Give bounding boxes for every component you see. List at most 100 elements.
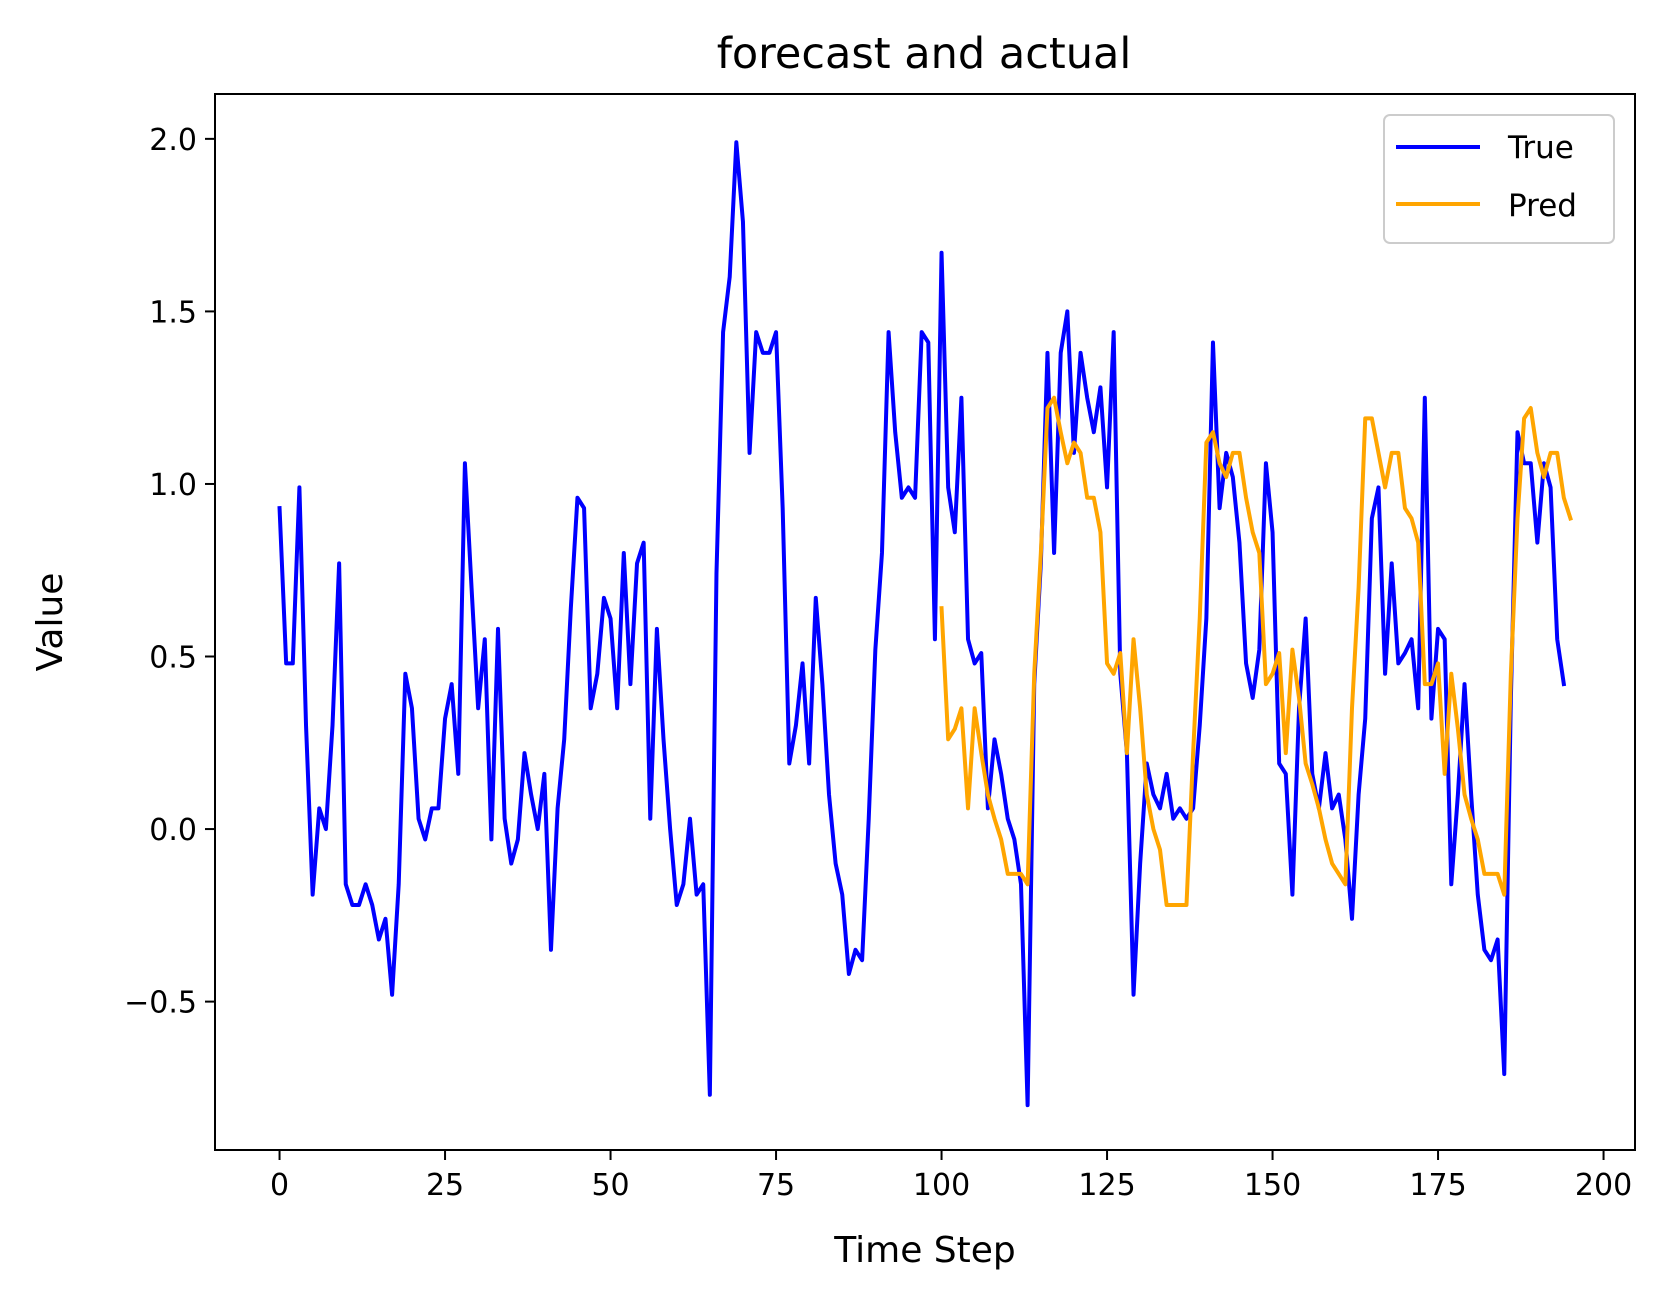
data-point-true: [1184, 817, 1188, 821]
data-point-pred: [1085, 496, 1089, 500]
data-point-true: [655, 627, 659, 631]
data-point-pred: [1463, 793, 1467, 797]
data-point-pred: [1284, 751, 1288, 755]
data-point-pred: [1429, 682, 1433, 686]
data-point-pred: [1456, 727, 1460, 731]
data-point-true: [1562, 682, 1566, 686]
data-point-true: [688, 817, 692, 821]
data-point-pred: [1264, 682, 1268, 686]
data-point-pred: [1191, 751, 1195, 755]
data-point-pred: [1376, 451, 1380, 455]
data-point-true: [648, 817, 652, 821]
data-point-pred: [1006, 872, 1010, 876]
legend: True Pred: [1383, 114, 1615, 244]
data-point-true: [1324, 751, 1328, 755]
data-point-pred: [1251, 530, 1255, 534]
x-tick-label: 100: [913, 1168, 970, 1203]
data-point-true: [522, 751, 526, 755]
data-point-pred: [1568, 516, 1572, 520]
data-point-true: [953, 530, 957, 534]
data-point-true: [1098, 385, 1102, 389]
data-point-true: [913, 496, 917, 500]
data-point-true: [589, 706, 593, 710]
data-point-pred: [1052, 396, 1056, 400]
data-point-true: [456, 772, 460, 776]
data-point-true: [1290, 893, 1294, 897]
data-point-pred: [959, 706, 963, 710]
data-point-true: [807, 761, 811, 765]
data-point-true: [887, 330, 891, 334]
data-point-true: [1105, 485, 1109, 489]
data-point-true: [1138, 862, 1142, 866]
data-point-pred: [1012, 872, 1016, 876]
data-point-pred: [1125, 751, 1129, 755]
data-point-true: [847, 972, 851, 976]
data-point-true: [602, 596, 606, 600]
data-point-pred: [1363, 416, 1367, 420]
data-point-true: [609, 617, 613, 621]
data-point-pred: [1390, 451, 1394, 455]
data-point-pred: [1171, 903, 1175, 907]
y-tick-label: 0.5: [149, 641, 197, 676]
data-point-true: [311, 893, 315, 897]
data-point-true: [741, 220, 745, 224]
data-point-true: [350, 903, 354, 907]
data-point-pred: [1535, 451, 1539, 455]
data-point-true: [1218, 506, 1222, 510]
data-point-true: [297, 485, 301, 489]
data-point-true: [1469, 793, 1473, 797]
data-point-pred: [1290, 648, 1294, 652]
data-point-true: [767, 351, 771, 355]
data-point-true: [463, 461, 467, 465]
data-point-true: [781, 506, 785, 510]
data-point-pred: [1132, 637, 1136, 641]
data-point-true: [1357, 793, 1361, 797]
data-point-true: [1482, 948, 1486, 952]
data-point-pred: [1489, 872, 1493, 876]
data-point-true: [1158, 806, 1162, 810]
data-point-pred: [986, 793, 990, 797]
plot-area: [215, 94, 1635, 1150]
data-point-true: [794, 724, 798, 728]
data-point-true: [1079, 351, 1083, 355]
data-point-true: [675, 903, 679, 907]
data-point-true: [1204, 617, 1208, 621]
data-point-pred: [1502, 893, 1506, 897]
data-point-true: [1449, 882, 1453, 886]
data-point-pred: [1231, 451, 1235, 455]
data-point-pred: [1224, 475, 1228, 479]
data-point-pred: [1072, 441, 1076, 445]
data-point-true: [840, 893, 844, 897]
y-tick-label: −0.5: [124, 986, 197, 1021]
data-point-true: [1403, 651, 1407, 655]
data-point-true: [761, 351, 765, 355]
data-point-pred: [1423, 682, 1427, 686]
data-point-pred: [993, 817, 997, 821]
data-point-true: [291, 661, 295, 665]
data-point-pred: [1118, 651, 1122, 655]
data-point-true: [496, 627, 500, 631]
data-point-pred: [1098, 530, 1102, 534]
data-point-true: [370, 903, 374, 907]
data-point-pred: [1019, 872, 1023, 876]
data-point-true: [1363, 717, 1367, 721]
data-point-true: [668, 827, 672, 831]
data-point-true: [390, 993, 394, 997]
data-point-pred: [1496, 872, 1500, 876]
data-point-true: [973, 661, 977, 665]
data-point-true: [1370, 516, 1374, 520]
data-point-pred: [1079, 451, 1083, 455]
data-point-true: [1277, 761, 1281, 765]
data-point-true: [635, 561, 639, 565]
data-point-true: [357, 903, 361, 907]
data-point-true: [582, 506, 586, 510]
data-point-pred: [1515, 516, 1519, 520]
data-point-pred: [1416, 541, 1420, 545]
data-point-true: [1502, 1072, 1506, 1076]
series-pred: [939, 395, 1573, 907]
data-point-true: [734, 140, 738, 144]
data-point-true: [1535, 541, 1539, 545]
data-point-true: [450, 682, 454, 686]
data-point-true: [628, 682, 632, 686]
data-point-true: [999, 772, 1003, 776]
